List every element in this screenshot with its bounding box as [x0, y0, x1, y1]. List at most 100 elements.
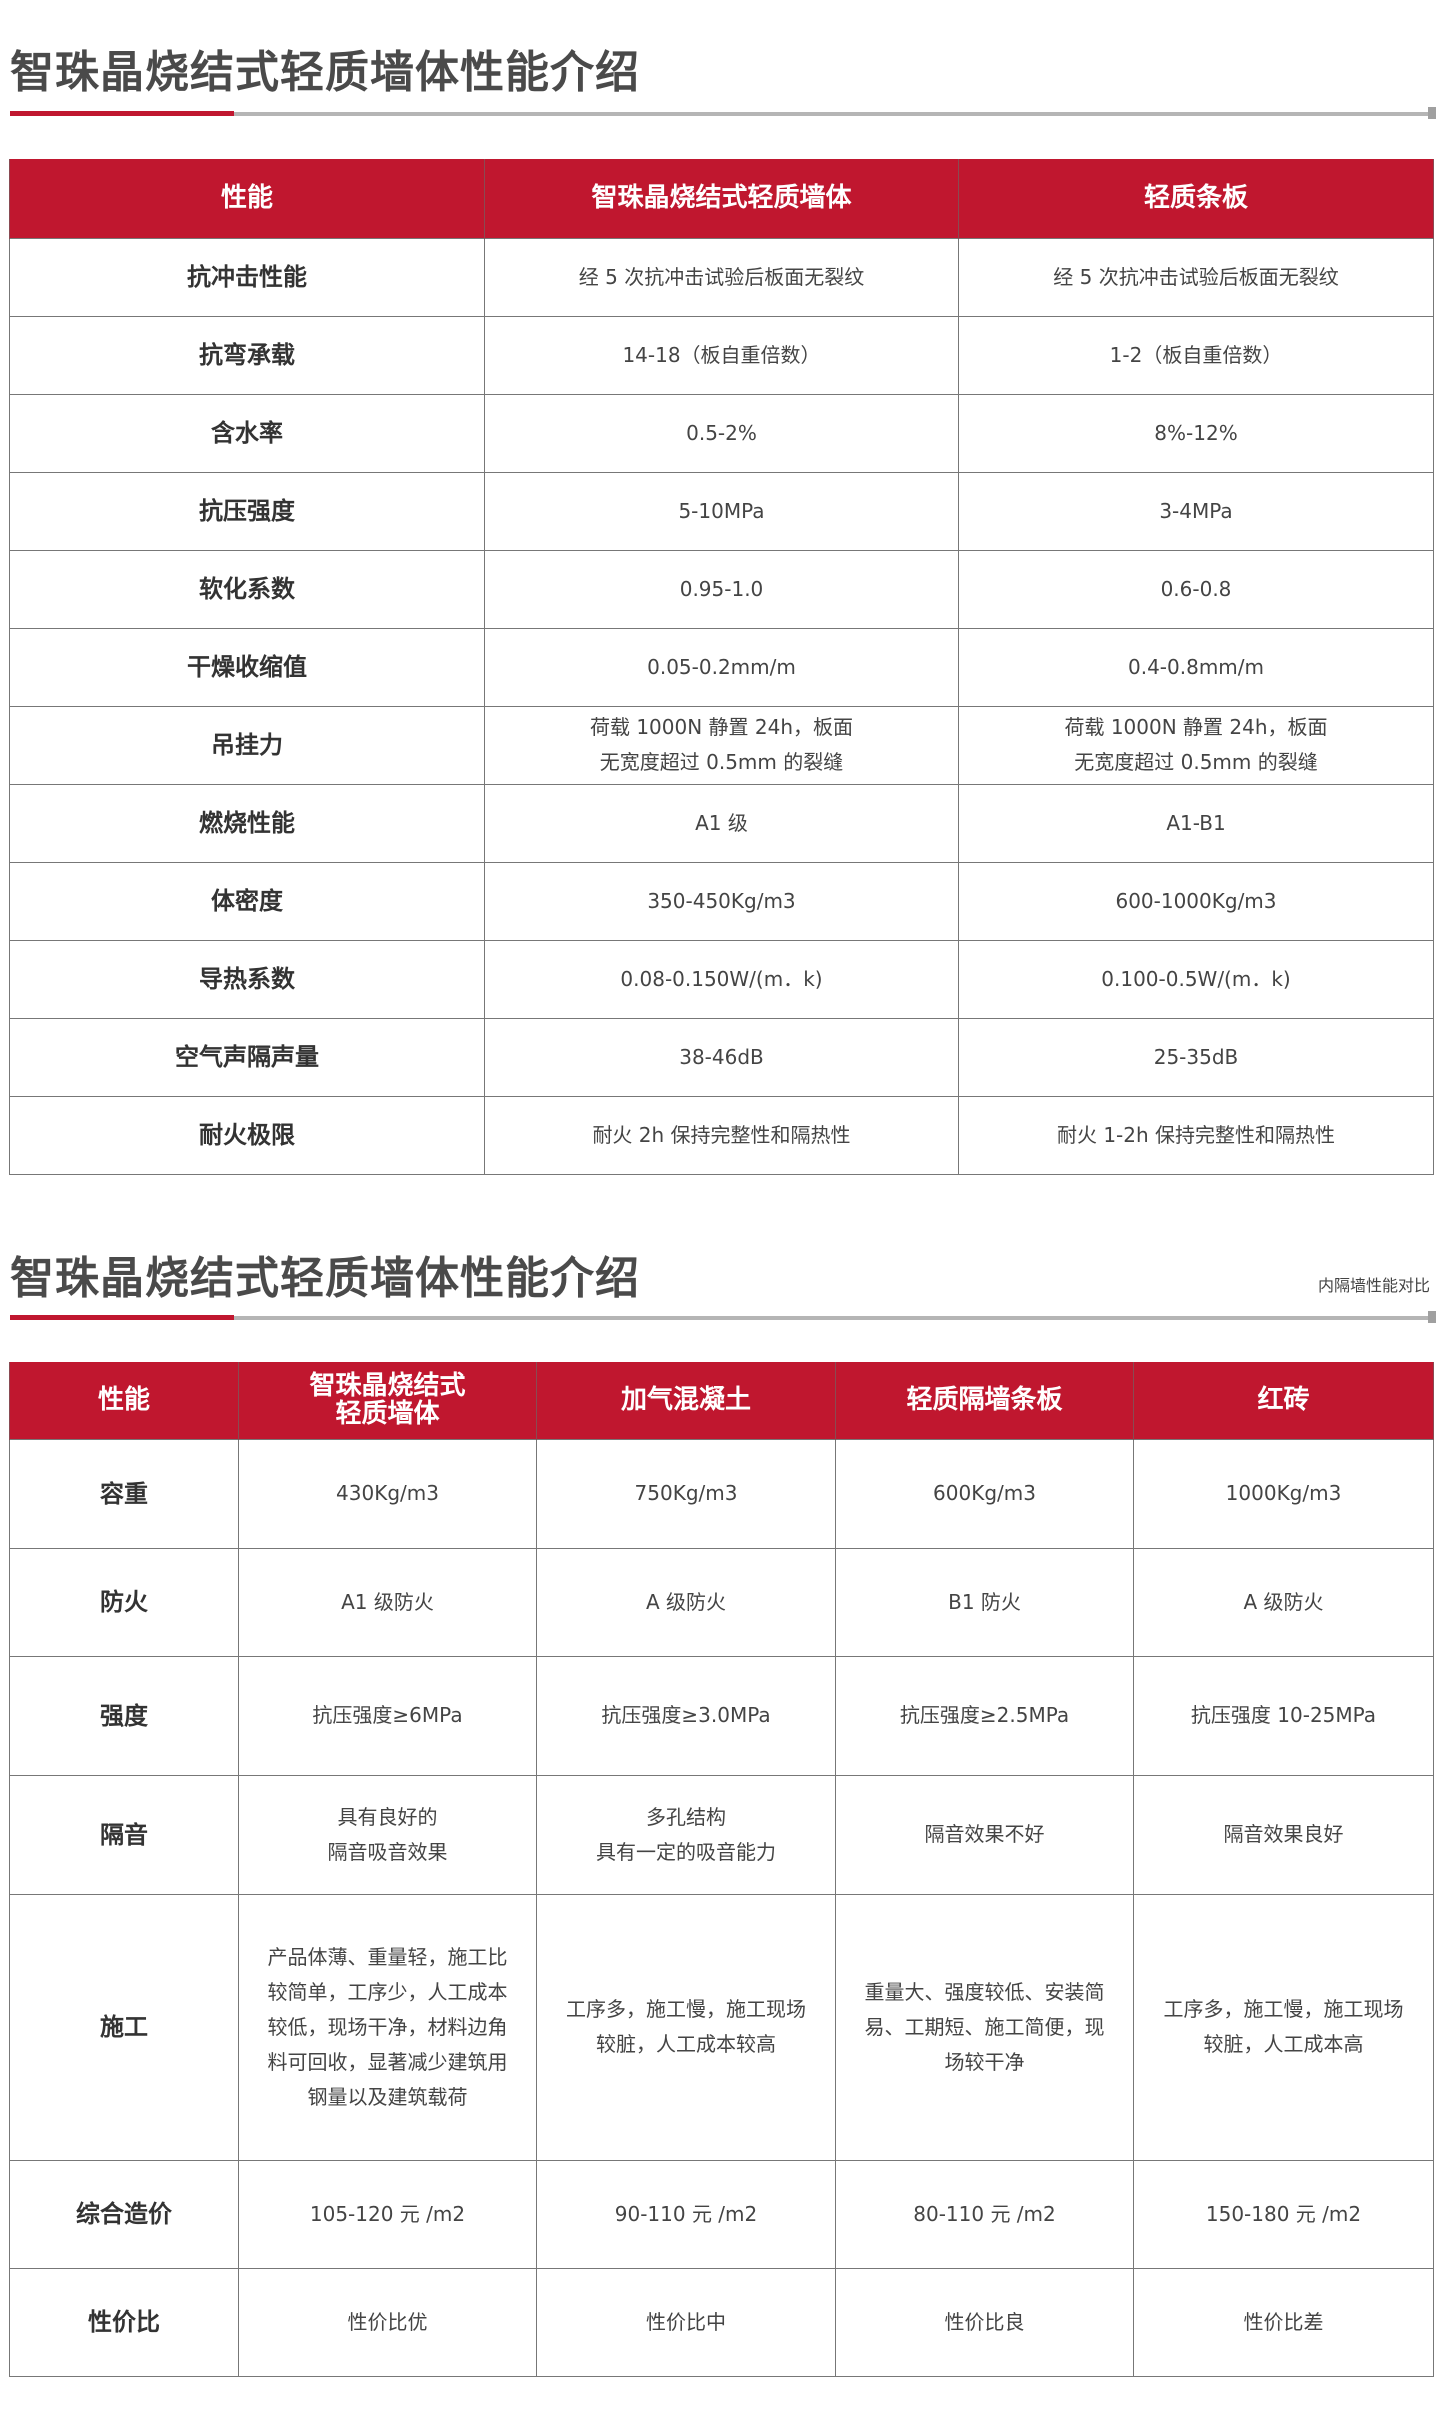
table-cell: 600-1000Kg/m3 [958, 861, 1434, 941]
table-cell: 荷载 1000N 静置 24h，板面 无宽度超过 0.5mm 的裂缝 [958, 705, 1434, 785]
table-cell: A1 级 [484, 783, 959, 863]
row-label: 防火 [9, 1547, 239, 1657]
section2-divider [10, 1311, 1436, 1323]
table-cell: 105-120 元 /m2 [238, 2159, 537, 2269]
table-cell: A1-B1 [958, 783, 1434, 863]
table-cell: 工序多，施工慢，施工现场较脏，人工成本高 [1133, 1893, 1434, 2161]
table-row: 燃烧性能 A1 级 A1-B1 [9, 783, 1434, 863]
table-cell: 抗压强度≥2.5MPa [835, 1655, 1134, 1776]
section2-title: 智珠晶烧结式轻质墙体性能介绍 [10, 1253, 640, 1304]
table-cell: 0.5-2% [484, 393, 959, 473]
table-cell: 90-110 元 /m2 [536, 2159, 836, 2269]
comparison-table-1: 性能 智珠晶烧结式轻质墙体 轻质条板 抗冲击性能经 5 次抗冲击试验后板面无裂纹经 5… [9, 159, 1434, 1175]
column-header: 轻质条板 [958, 159, 1434, 238]
table-row: 空气声隔声量 38-46dB 25-35dB [9, 1017, 1434, 1097]
section1-title: 智珠晶烧结式轻质墙体性能介绍 [10, 47, 640, 98]
table-cell: 25-35dB [958, 1017, 1434, 1097]
table-cell: 1000Kg/m3 [1133, 1438, 1434, 1549]
table-cell: 产品体薄、重量轻，施工比较简单，工序少，人工成本较低，现场干净，材料边角料可回收… [238, 1893, 537, 2161]
row-label: 导热系数 [9, 939, 485, 1019]
table-row: 吊挂力 荷载 1000N 静置 24h，板面 无宽度超过 0.5mm 的裂缝 荷载 … [9, 705, 1434, 785]
table-cell: 80-110 元 /m2 [835, 2159, 1134, 2269]
column-header: 加气混凝土 [536, 1362, 836, 1439]
row-label: 空气声隔声量 [9, 1017, 485, 1097]
column-header: 性能 [9, 159, 485, 238]
table-cell: 性价比优 [238, 2267, 537, 2377]
table-cell: 0.95-1.0 [484, 549, 959, 629]
table-cell: 耐火 2h 保持完整性和隔热性 [484, 1095, 959, 1175]
table-cell: 荷载 1000N 静置 24h，板面 无宽度超过 0.5mm 的裂缝 [484, 705, 959, 785]
table-cell: 430Kg/m3 [238, 1438, 537, 1549]
table-cell: 多孔结构 具有一定的吸音能力 [536, 1774, 836, 1895]
table-cell: A1 级防火 [238, 1547, 537, 1657]
table-cell: 0.05-0.2mm/m [484, 627, 959, 707]
table-cell: A 级防火 [1133, 1547, 1434, 1657]
table-cell: 150-180 元 /m2 [1133, 2159, 1434, 2269]
table-cell: 8%-12% [958, 393, 1434, 473]
table-row: 性价比 性价比优 性价比中 性价比良 性价比差 [9, 2267, 1434, 2377]
row-label: 吊挂力 [9, 705, 485, 785]
table-cell: 0.08-0.150W/(m．k) [484, 939, 959, 1019]
column-header: 性能 [9, 1362, 239, 1439]
table-cell: 750Kg/m3 [536, 1438, 836, 1549]
column-header: 轻质隔墙条板 [835, 1362, 1134, 1439]
column-header: 智珠晶烧结式 轻质墙体 [238, 1362, 537, 1439]
table-cell: 3-4MPa [958, 471, 1434, 551]
table-cell: 重量大、强度较低、安装简易、工期短、施工简便，现场较干净 [835, 1893, 1134, 2161]
row-label: 隔音 [9, 1774, 239, 1895]
table-row: 抗压强度 5-10MPa 3-4MPa [9, 471, 1434, 551]
table-row: 干燥收缩值 0.05-0.2mm/m 0.4-0.8mm/m [9, 627, 1434, 707]
table-cell: 抗压强度≥6MPa [238, 1655, 537, 1776]
table-cell: 性价比差 [1133, 2267, 1434, 2377]
table-cell: 隔音效果不好 [835, 1774, 1134, 1895]
table-cell: 工序多，施工慢，施工现场较脏，人工成本较高 [536, 1893, 836, 2161]
table-row: 施工 产品体薄、重量轻，施工比较简单，工序少，人工成本较低，现场干净，材料边角料可… [9, 1893, 1434, 2161]
table-cell: 0.100-0.5W/(m．k) [958, 939, 1434, 1019]
table-row: 软化系数 0.95-1.0 0.6-0.8 [9, 549, 1434, 629]
row-label: 强度 [9, 1655, 239, 1776]
row-label: 抗弯承载 [9, 315, 485, 395]
comparison-table-2: 性能 智珠晶烧结式 轻质墙体 加气混凝土 轻质隔墙条板 红砖 容重 430Kg/m3 750K… [9, 1362, 1434, 2377]
row-label: 耐火极限 [9, 1095, 485, 1175]
row-label: 软化系数 [9, 549, 485, 629]
table-cell: 经 5 次抗冲击试验后板面无裂纹 [484, 237, 959, 317]
section2-subtitle: 内隔墙性能对比 [1317, 1276, 1430, 1295]
table-cell: 600Kg/m3 [835, 1438, 1134, 1549]
row-label: 燃烧性能 [9, 783, 485, 863]
row-label: 含水率 [9, 393, 485, 473]
row-label: 施工 [9, 1893, 239, 2161]
table-row: 容重 430Kg/m3 750Kg/m3 600Kg/m3 1000Kg/m3 [9, 1438, 1434, 1549]
row-label: 干燥收缩值 [9, 627, 485, 707]
table-cell: 抗压强度≥3.0MPa [536, 1655, 836, 1776]
table-cell: 5-10MPa [484, 471, 959, 551]
table-row: 含水率 0.5-2% 8%-12% [9, 393, 1434, 473]
table-cell: 抗压强度 10-25MPa [1133, 1655, 1434, 1776]
table-cell: 350-450Kg/m3 [484, 861, 959, 941]
table-row: 体密度 350-450Kg/m3 600-1000Kg/m3 [9, 861, 1434, 941]
table-row: 强度 抗压强度≥6MPa 抗压强度≥3.0MPa 抗压强度≥2.5MPa 抗压强度 10… [9, 1655, 1434, 1776]
table-cell: 耐火 1-2h 保持完整性和隔热性 [958, 1095, 1434, 1175]
table-cell: 0.4-0.8mm/m [958, 627, 1434, 707]
table-cell: B1 防火 [835, 1547, 1134, 1657]
table-cell: A 级防火 [536, 1547, 836, 1657]
table-cell: 经 5 次抗冲击试验后板面无裂纹 [958, 237, 1434, 317]
row-label: 综合造价 [9, 2159, 239, 2269]
table-cell: 性价比中 [536, 2267, 836, 2377]
column-header: 智珠晶烧结式轻质墙体 [484, 159, 959, 238]
table-cell: 38-46dB [484, 1017, 959, 1097]
table-row: 抗冲击性能经 5 次抗冲击试验后板面无裂纹经 5 次抗冲击试验后板面无裂纹 [9, 237, 1434, 317]
table-cell: 性价比良 [835, 2267, 1134, 2377]
table-cell: 1-2（板自重倍数） [958, 315, 1434, 395]
row-label: 体密度 [9, 861, 485, 941]
row-label: 抗冲击性能 [9, 237, 485, 317]
table-row: 综合造价 105-120 元 /m2 90-110 元 /m2 80-110 元 /m… [9, 2159, 1434, 2269]
section1-divider [10, 107, 1436, 119]
table-cell: 隔音效果良好 [1133, 1774, 1434, 1895]
row-label: 抗压强度 [9, 471, 485, 551]
table-row: 耐火极限 耐火 2h 保持完整性和隔热性 耐火 1-2h 保持完整性和隔热性 [9, 1095, 1434, 1175]
table-row: 抗弯承载 14-18（板自重倍数） 1-2（板自重倍数） [9, 315, 1434, 395]
table-row: 防火 A1 级防火 A 级防火 B1 防火 A 级防火 [9, 1547, 1434, 1657]
table-cell: 0.6-0.8 [958, 549, 1434, 629]
table-cell: 14-18（板自重倍数） [484, 315, 959, 395]
row-label: 性价比 [9, 2267, 239, 2377]
